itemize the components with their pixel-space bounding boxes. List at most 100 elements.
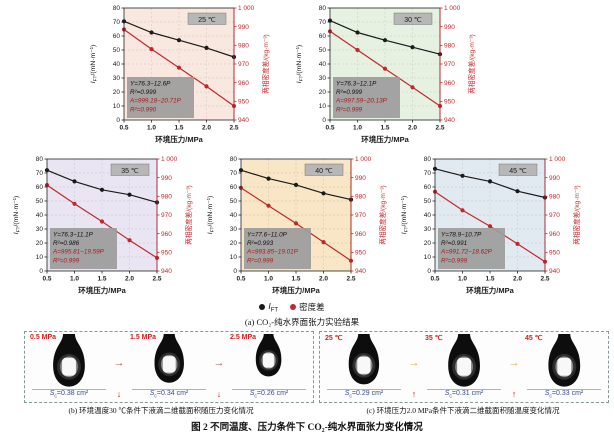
ytick-right: 1 000 [238,5,255,12]
ytick-right: 980 [355,194,366,201]
ytick-left: 0 [427,268,431,275]
ytick-left: 0 [116,117,120,124]
ytick-left: 0 [39,268,43,275]
xtick: 1.0 [264,276,273,283]
chart-canvas: 0 10 20 30 40 50 60 70 80 940 950 960 970 980 990 1 000… [13,156,193,295]
ytick-left: 10 [36,254,44,261]
ytick-right: 940 [355,268,366,275]
droplet-cell: 1.5 MPa Sc=0.34 cm² [129,334,209,400]
ytick-left: 50 [36,198,44,205]
ytick-right: 970 [444,61,455,68]
density-marker-icon [290,304,297,311]
ytick-right: 990 [238,24,249,31]
ytick-left: 50 [113,47,121,54]
trend-arrow-icon: ↑ [411,388,417,399]
data-point [460,208,465,213]
ytick-left: 30 [230,226,238,233]
droplet-photo [448,333,480,387]
ytick-left: 10 [319,103,327,110]
area-label: Sc=0.29 cm² [344,390,384,400]
ytick-right: 950 [238,99,249,106]
ytick-right: 970 [238,61,249,68]
ytick-left: 10 [230,254,238,261]
ytick-right: 1 000 [161,156,178,163]
ytick-left: 10 [424,254,432,261]
droplet-cell: 0.5 MPa Sc=0.38 cm² [29,333,109,400]
ytick-left: 70 [36,170,44,177]
ytick-left: 50 [424,198,432,205]
chart-canvas: 0 10 20 30 40 50 60 70 80 940 950 960 970 980 990 1 000… [401,156,581,295]
data-point [204,45,209,51]
temperature-label: 25 ℃ [198,17,216,24]
chart-canvas: 0 10 20 30 40 50 60 70 80 940 950 960 970 980 990 1 000… [90,5,270,144]
data-point [72,179,77,184]
droplet-cell: 2.5 MPa Sc=0.26 cm² [229,334,309,400]
right-arrow-icon: → [213,356,225,369]
droplet-panel-c: 25 ℃ Sc=0.29 cm² → ↑ 35 ℃ Sc=0.31 cm² → ↑ 45 ℃ Sc… [319,330,609,403]
droplet-cell: 25 ℃ Sc=0.29 cm² [324,333,404,400]
xtick: 0.5 [42,276,51,283]
fit-line: A=997.59−20.13P [335,98,388,105]
xtick: 2.0 [202,125,211,132]
ytick-left: 50 [230,198,238,205]
fit-line: R²=0.999 [130,89,157,96]
data-point [266,203,271,208]
temperature-label: 35 ℃ [121,168,139,175]
xtick: 2.0 [408,125,417,132]
fit-line: Y=76.3−11.1P [53,232,94,239]
ytick-right: 990 [444,24,455,31]
fit-line: R²=0.986 [53,240,80,247]
measure-line [132,389,206,391]
ytick-right: 990 [549,175,560,182]
droplet-photo [256,333,282,377]
ytick-right: 940 [161,268,172,275]
chart-45℃: 0 10 20 30 40 50 60 70 80 940 950 960 970 980 990 1 000… [397,153,587,301]
droplet-cell: 45 ℃ Sc=0.33 cm² [524,333,604,400]
fit-line: A=999.18−20.71P [129,98,182,105]
fit-line: Y=77.6−11.0P [247,232,288,239]
chart-canvas: 0 10 20 30 40 50 60 70 80 940 950 960 970 980 990 1 000… [207,156,387,295]
xtick: 1.0 [458,276,467,283]
xtick: 1.5 [291,276,300,283]
ytick-left: 60 [424,184,432,191]
chart-30℃: 0 10 20 30 40 50 60 70 80 940 950 960 970 980 990 1 000… [292,2,482,150]
ytick-right: 950 [161,250,172,257]
right-arrow-icon: → [113,356,125,369]
condition-label: 2.5 MPa [230,333,257,341]
caption-a: (a) CO₂-纯水界面张力实验结果 [244,316,360,327]
chart-40℃: 0 10 20 30 40 50 60 70 80 940 950 960 970 980 990 1 000… [203,153,393,301]
condition-label: 45 ℃ [525,334,543,342]
ytick-left: 70 [113,19,121,26]
ytick-right: 980 [444,43,455,50]
condition-label: 1.5 MPa [130,333,157,341]
fit-annotation-box [244,228,311,269]
ytick-right: 970 [355,212,366,219]
ytick-left: 20 [319,89,327,96]
data-point [127,192,132,197]
ytick-left: 10 [113,103,121,110]
captions-bc: (b) 环境温度30 ℃条件下液滴二维截面积随压力变化情况 (c) 环境压力2.… [0,405,614,416]
xtick: 2.5 [540,276,549,283]
data-point [72,201,77,206]
y-axis-label-right: 两相密度差/(kg·m⁻³) [467,34,476,94]
xtick: 1.0 [70,276,79,283]
ytick-left: 20 [36,240,44,247]
droplet-panel-b: 0.5 MPa Sc=0.38 cm² → ↓ 1.5 MPa Sc=0.34 cm² → ↓… [24,330,314,403]
ytick-right: 990 [355,175,366,182]
droplet-photo [348,333,380,385]
data-point [176,38,182,43]
chart-25℃: 0 10 20 30 40 50 60 70 80 940 950 960 970 980 990 1 000… [86,2,276,150]
ytick-left: 30 [36,226,44,233]
ytick-right: 940 [238,117,249,124]
condition-label: 0.5 MPa [30,333,57,341]
ytick-right: 960 [355,231,366,238]
legend-ift-label: IFT [268,301,279,314]
ytick-right: 1 000 [444,5,461,12]
data-point [321,191,326,196]
fit-line: A=995.81−19.59P [52,249,105,256]
data-point [293,221,299,226]
data-point [460,173,465,178]
data-point [99,219,105,224]
x-axis-label: 环境压力/MPa [78,285,126,295]
ytick-right: 990 [161,175,172,182]
